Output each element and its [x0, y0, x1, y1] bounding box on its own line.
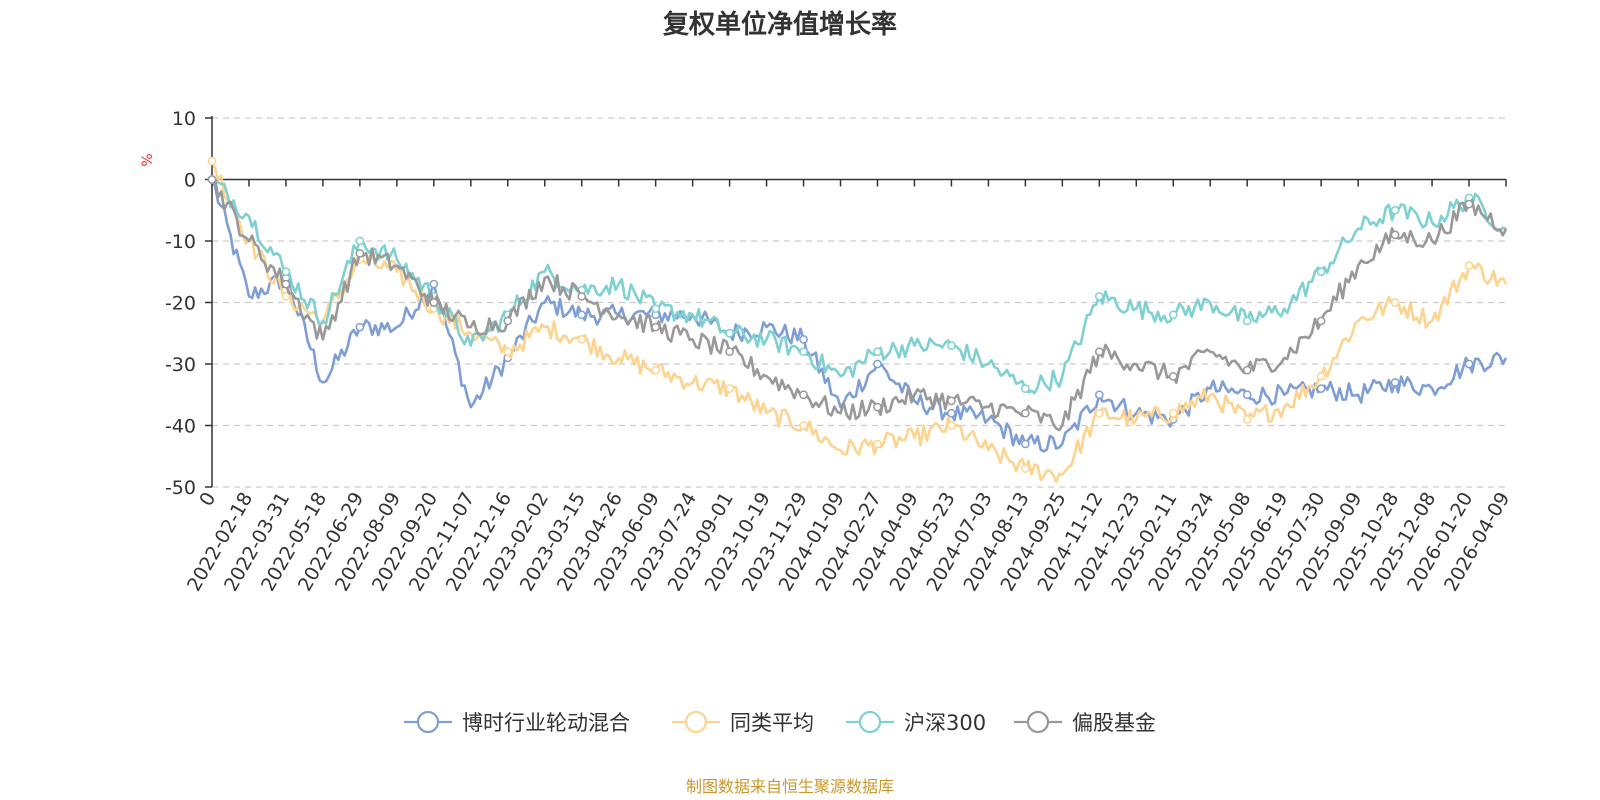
legend[interactable]: 博时行业轮动混合 同类平均 沪深300 偏股基金 [404, 710, 1156, 735]
data-point [1094, 390, 1104, 400]
data-point [1021, 384, 1030, 393]
data-point [947, 408, 956, 418]
grid-lines [212, 117, 1506, 488]
data-point [429, 298, 439, 307]
data-point [651, 322, 661, 332]
data-point [1021, 439, 1030, 449]
y-tick-label: -40 [165, 416, 196, 438]
y-tick-labels: 10 0 -10 -20 -30 -40 -50 [165, 108, 196, 499]
series-line [210, 178, 1508, 453]
data-point [873, 402, 882, 412]
chart-title: 复权单位净值增长率 [663, 9, 897, 40]
data-point [1390, 298, 1400, 307]
data-point [725, 347, 734, 357]
data-point [1021, 464, 1030, 473]
legend-label: 偏股基金 [1072, 711, 1156, 735]
data-point [799, 347, 808, 357]
data-point [873, 439, 882, 449]
data-point [947, 341, 956, 350]
data-point [355, 322, 365, 332]
y-tick-label: 10 [172, 108, 196, 130]
data-point [281, 267, 291, 277]
series-line [211, 178, 1508, 432]
data-point [1316, 371, 1326, 381]
series-line [210, 160, 1508, 484]
data-point [1242, 415, 1252, 424]
data-point [1021, 408, 1030, 418]
y-tick-label: -50 [165, 477, 196, 499]
legend-marker-icon [416, 710, 440, 734]
data-point [1242, 390, 1252, 400]
data-point [1316, 267, 1326, 277]
legend-label: 同类平均 [730, 711, 814, 735]
data-point [207, 175, 217, 184]
legend-item[interactable]: 同类平均 [672, 710, 814, 735]
data-point [503, 347, 513, 357]
legend-marker-icon [684, 710, 708, 734]
legend-item[interactable]: 博时行业轮动混合 [404, 710, 630, 735]
legend-item[interactable]: 沪深300 [846, 710, 986, 735]
legend-label: 沪深300 [904, 711, 986, 735]
data-point [355, 236, 365, 246]
data-point [503, 316, 513, 326]
y-tick-label: 0 [184, 170, 196, 192]
data-point [1390, 378, 1400, 387]
data-point [725, 328, 734, 338]
data-point [577, 335, 587, 344]
data-point [281, 292, 291, 301]
data-point [873, 359, 882, 369]
data-point [799, 335, 808, 344]
data-point [947, 396, 956, 406]
legend-item[interactable]: 偏股基金 [1014, 710, 1156, 735]
data-point [1242, 365, 1252, 375]
axes [205, 116, 1507, 488]
data-point [651, 304, 661, 313]
data-point [577, 310, 587, 320]
x-tick-label: 0 [195, 489, 220, 510]
y-tick-label: -20 [165, 293, 196, 315]
series-lines [207, 156, 1508, 484]
data-source-note: 制图数据来自恒生聚源数据库 [686, 777, 894, 796]
data-point [1094, 408, 1104, 418]
data-point [207, 156, 217, 166]
data-point [1464, 261, 1474, 270]
data-point [281, 279, 291, 289]
legend-label: 博时行业轮动混合 [462, 711, 630, 735]
data-point [1094, 292, 1104, 301]
data-point [1316, 316, 1326, 326]
y-tick-label: -10 [165, 231, 196, 253]
data-point [1464, 359, 1474, 369]
data-point [429, 279, 439, 289]
data-point [947, 421, 956, 430]
data-point [799, 390, 808, 400]
y-tick-label: -30 [165, 354, 196, 376]
data-point [577, 292, 587, 301]
data-point [799, 421, 808, 430]
legend-marker-icon [858, 710, 882, 734]
data-point [1242, 316, 1252, 326]
data-point [1168, 408, 1178, 418]
data-point [1168, 310, 1178, 320]
data-point [1464, 199, 1474, 209]
data-point [355, 248, 365, 258]
data-point [1168, 371, 1178, 381]
x-tick-labels: 02022-02-182022-03-312022-05-182022-06-2… [183, 489, 1514, 596]
data-point [1316, 384, 1326, 393]
series-line [211, 177, 1507, 395]
y-axis-unit: % [140, 153, 156, 166]
data-point [873, 347, 882, 357]
data-point [651, 365, 661, 375]
data-point [1094, 347, 1104, 357]
data-point [725, 384, 734, 393]
data-point [1390, 230, 1400, 240]
data-point [1390, 205, 1400, 215]
legend-marker-icon [1026, 710, 1050, 734]
